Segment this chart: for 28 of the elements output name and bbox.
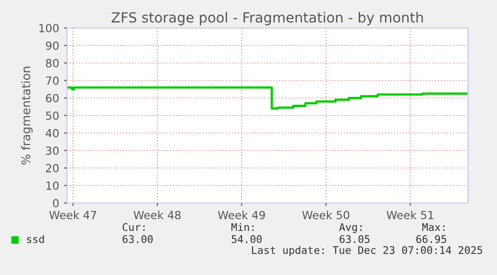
text: 54.00	[232, 235, 262, 244]
y-tick-label: 60	[46, 94, 59, 102]
y-tick-label: 80	[46, 58, 59, 68]
text: Avg:	[339, 223, 362, 234]
y-tick-label: 0	[53, 198, 59, 208]
y-axis-title: % fragmentation	[21, 66, 33, 165]
y-tick-label: 90	[46, 41, 59, 50]
x-tick-label: Week 49	[218, 210, 265, 220]
y-tick-label: 100	[39, 24, 59, 32]
chart-title: ZFS storage pool - Fragmentation - by month	[112, 12, 423, 26]
text: Min:	[231, 222, 254, 231]
legend-label: ssd	[27, 234, 44, 244]
x-tick-label: Week 47	[49, 210, 96, 220]
text: 63.00	[122, 235, 153, 244]
text: 66.95	[416, 235, 446, 244]
x-tick-label: Week 50	[302, 210, 350, 220]
text: Last update: Tue Dec 23 07:00:14 2025	[252, 246, 482, 256]
x-tick-label: Week 48	[134, 210, 181, 220]
text: 63.05	[340, 235, 370, 244]
y-tick-label: 10	[46, 181, 59, 190]
y-tick-label: 20	[46, 164, 59, 172]
text: Max:	[422, 223, 444, 232]
y-tick-label: 50	[46, 111, 59, 120]
x-tick-label: Week 51	[386, 210, 434, 220]
y-tick-label: 40	[46, 128, 59, 138]
text: Cur:	[122, 223, 145, 232]
y-tick-label: 70	[46, 76, 59, 85]
y-tick-label: 30	[46, 146, 59, 155]
